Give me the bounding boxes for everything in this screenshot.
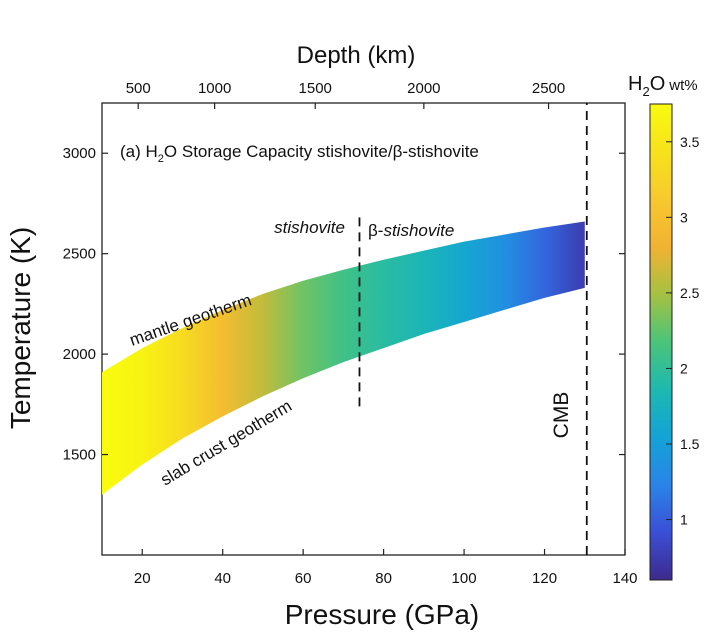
colorbar-scale (649, 103, 673, 581)
x-tick-label: 80 (375, 570, 392, 587)
colorbar-tick-label: 1.5 (680, 436, 700, 452)
y-tick-label: 3000 (63, 145, 96, 162)
x-axis-ticks: 20 40 60 80 100 120 140 (134, 549, 638, 587)
colorbar-tick-label: 2.5 (680, 285, 700, 301)
top-axis-ticks: 500 1000 1500 2000 2500 (126, 80, 565, 109)
colorbar-tick-label: 3 (680, 209, 688, 225)
top-tick-label: 1000 (198, 80, 231, 97)
x-tick-label: 120 (532, 570, 557, 587)
top-axis-title: Depth (km) (297, 42, 416, 69)
y-tick-label: 1500 (63, 447, 96, 464)
y-tick-label: 2500 (63, 246, 96, 263)
top-tick-label: 1500 (299, 80, 332, 97)
y-axis-ticks: 1500 2000 2500 3000 (63, 145, 625, 464)
y-tick-label: 2000 (63, 346, 96, 363)
plot-area: 20 40 60 80 100 120 140 1500 2000 2500 3000 500 10… (63, 80, 638, 587)
top-tick-label: 500 (126, 80, 151, 97)
top-tick-label: 2500 (532, 80, 565, 97)
x-tick-label: 40 (214, 570, 231, 587)
x-axis-title: Pressure (GPa) (285, 599, 480, 630)
x-tick-label: 20 (134, 570, 151, 587)
colorbar: 1 1.5 2 2.5 3 3.5 H2O wt% (628, 73, 700, 581)
x-tick-label: 100 (452, 570, 477, 587)
plot-frame (101, 102, 626, 556)
x-tick-label: 60 (295, 570, 312, 587)
colorbar-tick-label: 1 (680, 512, 688, 528)
h2o-capacity-band (102, 221, 585, 495)
y-axis-title: Temperature (K) (5, 227, 36, 429)
colorbar-tick-label: 3.5 (680, 134, 700, 150)
colorbar-ticks: 1 1.5 2 2.5 3 3.5 (666, 134, 700, 528)
top-tick-label: 2000 (407, 80, 440, 97)
stishovite-label: stishovite (274, 218, 345, 237)
colorbar-tick-label: 2 (680, 360, 688, 376)
chart-title: (a) H2O Storage Capacity stishovite/β-st… (120, 142, 479, 165)
beta-stishovite-label: β-stishovite (368, 221, 454, 240)
x-tick-label: 140 (612, 570, 637, 587)
cmb-label: CMB (550, 392, 573, 439)
colorbar-title: H2O wt% (628, 73, 698, 99)
